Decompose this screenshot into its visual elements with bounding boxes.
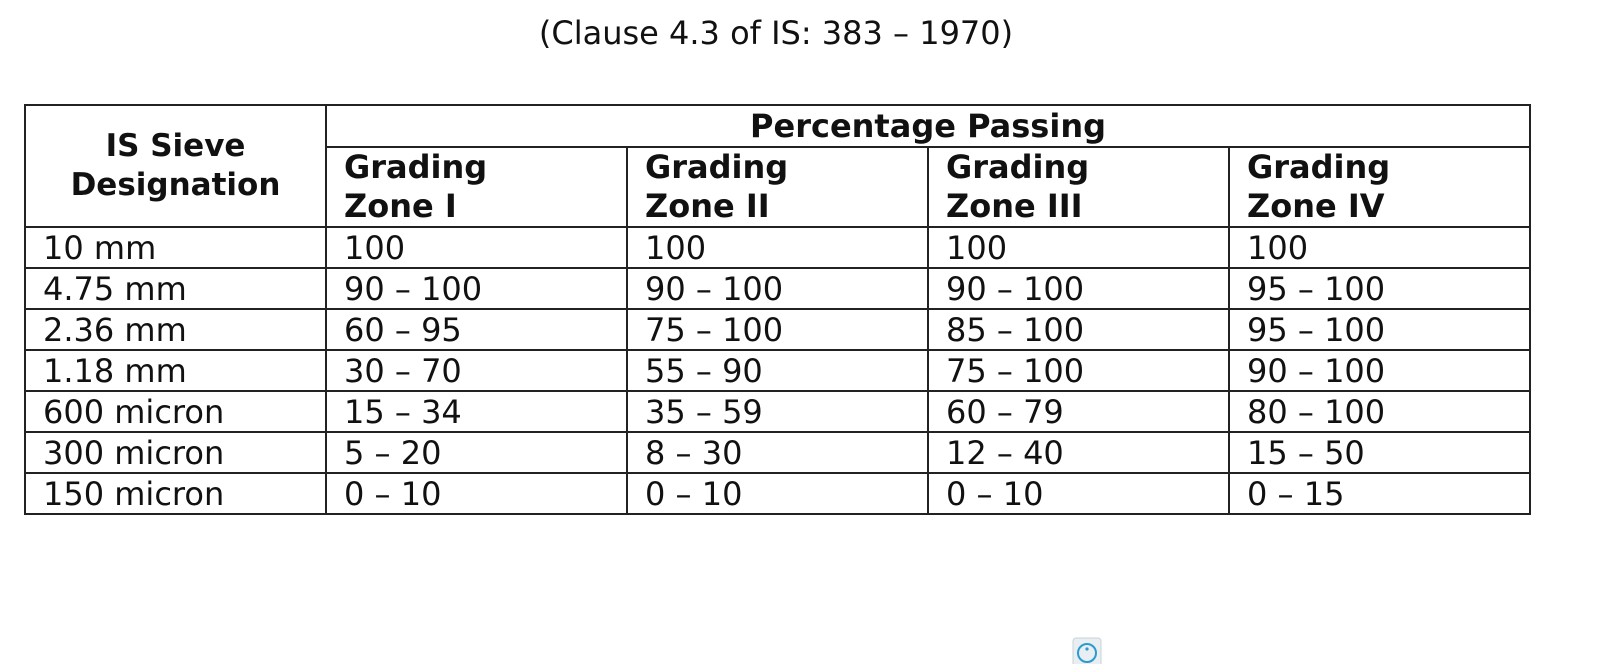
table-row: 4.75 mm 90 – 100 90 – 100 90 – 100 95 – 100 bbox=[24, 267, 1532, 310]
passing-cell: 75 – 100 bbox=[626, 308, 929, 351]
passing-cell: 15 – 50 bbox=[1227, 431, 1532, 474]
passing-cell: 5 – 20 bbox=[325, 431, 628, 474]
table-row: 1.18 mm 30 – 70 55 – 90 75 – 100 90 – 100 bbox=[24, 349, 1532, 392]
icon-circle bbox=[1077, 643, 1097, 663]
zone-header: Grading Zone IV bbox=[1227, 146, 1532, 228]
table-row: 300 micron 5 – 20 8 – 30 12 – 40 15 – 50 bbox=[24, 431, 1532, 474]
sieve-cell: 300 micron bbox=[24, 431, 327, 474]
passing-cell: 35 – 59 bbox=[626, 390, 929, 433]
zone-label: Grading Zone IV bbox=[1247, 148, 1391, 225]
caption: (Clause 4.3 of IS: 383 – 1970) bbox=[538, 14, 1014, 52]
passing-cell: 90 – 100 bbox=[325, 267, 628, 310]
table-row: 600 micron 15 – 34 35 – 59 60 – 79 80 – 100 bbox=[24, 390, 1532, 433]
group-header: Percentage Passing bbox=[324, 104, 1532, 148]
header-row: IS Sieve Designation Percentage Passing bbox=[24, 104, 1532, 228]
sieve-cell: 4.75 mm bbox=[24, 267, 327, 310]
table-row: 150 micron 0 – 10 0 – 10 0 – 10 0 – 15 bbox=[24, 472, 1532, 515]
passing-cell: 60 – 79 bbox=[927, 390, 1230, 433]
passing-cell: 90 – 100 bbox=[927, 267, 1230, 310]
passing-cell: 75 – 100 bbox=[927, 349, 1230, 392]
zone-label: Grading Zone II bbox=[645, 148, 789, 225]
passing-cell: 0 – 10 bbox=[325, 472, 628, 515]
table-body: 10 mm 100 100 100 100 4.75 mm 90 – 100 90 – 100… bbox=[24, 226, 1532, 515]
passing-cell: 100 bbox=[626, 226, 929, 269]
zone-header: Grading Zone II bbox=[626, 146, 929, 228]
zone-header: Grading Zone I bbox=[325, 146, 628, 228]
passing-cell: 30 – 70 bbox=[325, 349, 628, 392]
table-row: 2.36 mm 60 – 95 75 – 100 85 – 100 95 – 100 bbox=[24, 308, 1532, 351]
sieve-header: IS Sieve Designation bbox=[24, 104, 327, 228]
passing-cell: 0 – 10 bbox=[626, 472, 929, 515]
passing-cell: 0 – 10 bbox=[927, 472, 1230, 515]
passing-cell: 100 bbox=[927, 226, 1230, 269]
passing-cell: 100 bbox=[325, 226, 628, 269]
info-icon[interactable] bbox=[1072, 637, 1102, 664]
icon-box bbox=[1072, 637, 1102, 664]
table-row: 10 mm 100 100 100 100 bbox=[24, 226, 1532, 269]
sieve-cell: 1.18 mm bbox=[24, 349, 327, 392]
passing-cell: 15 – 34 bbox=[325, 390, 628, 433]
table-head: IS Sieve Designation Percentage Passing … bbox=[24, 104, 1532, 228]
sieve-cell: 10 mm bbox=[24, 226, 327, 269]
zone-header: Grading Zone III bbox=[927, 146, 1230, 228]
passing-cell: 60 – 95 bbox=[325, 308, 628, 351]
grading-table: IS Sieve Designation Percentage Passing … bbox=[24, 104, 1532, 515]
passing-cell: 12 – 40 bbox=[927, 431, 1230, 474]
passing-cell: 55 – 90 bbox=[626, 349, 929, 392]
zone-label: Grading Zone III bbox=[946, 148, 1090, 225]
passing-cell: 85 – 100 bbox=[927, 308, 1230, 351]
zone-label: Grading Zone I bbox=[344, 148, 488, 225]
passing-cell: 95 – 100 bbox=[1227, 267, 1532, 310]
passing-cell: 90 – 100 bbox=[626, 267, 929, 310]
passing-cell: 0 – 15 bbox=[1227, 472, 1532, 515]
passing-cell: 95 – 100 bbox=[1227, 308, 1532, 351]
passing-cell: 80 – 100 bbox=[1227, 390, 1532, 433]
zone-row: Grading Zone I Grading Zone II Grading Zon… bbox=[25, 146, 1532, 228]
icon-dot bbox=[1085, 647, 1089, 651]
sieve-cell: 150 micron bbox=[24, 472, 327, 515]
passing-cell: 90 – 100 bbox=[1227, 349, 1532, 392]
sieve-cell: 2.36 mm bbox=[24, 308, 327, 351]
sieve-cell: 600 micron bbox=[24, 390, 327, 433]
passing-cell: 100 bbox=[1227, 226, 1532, 269]
passing-cell: 8 – 30 bbox=[626, 431, 929, 474]
